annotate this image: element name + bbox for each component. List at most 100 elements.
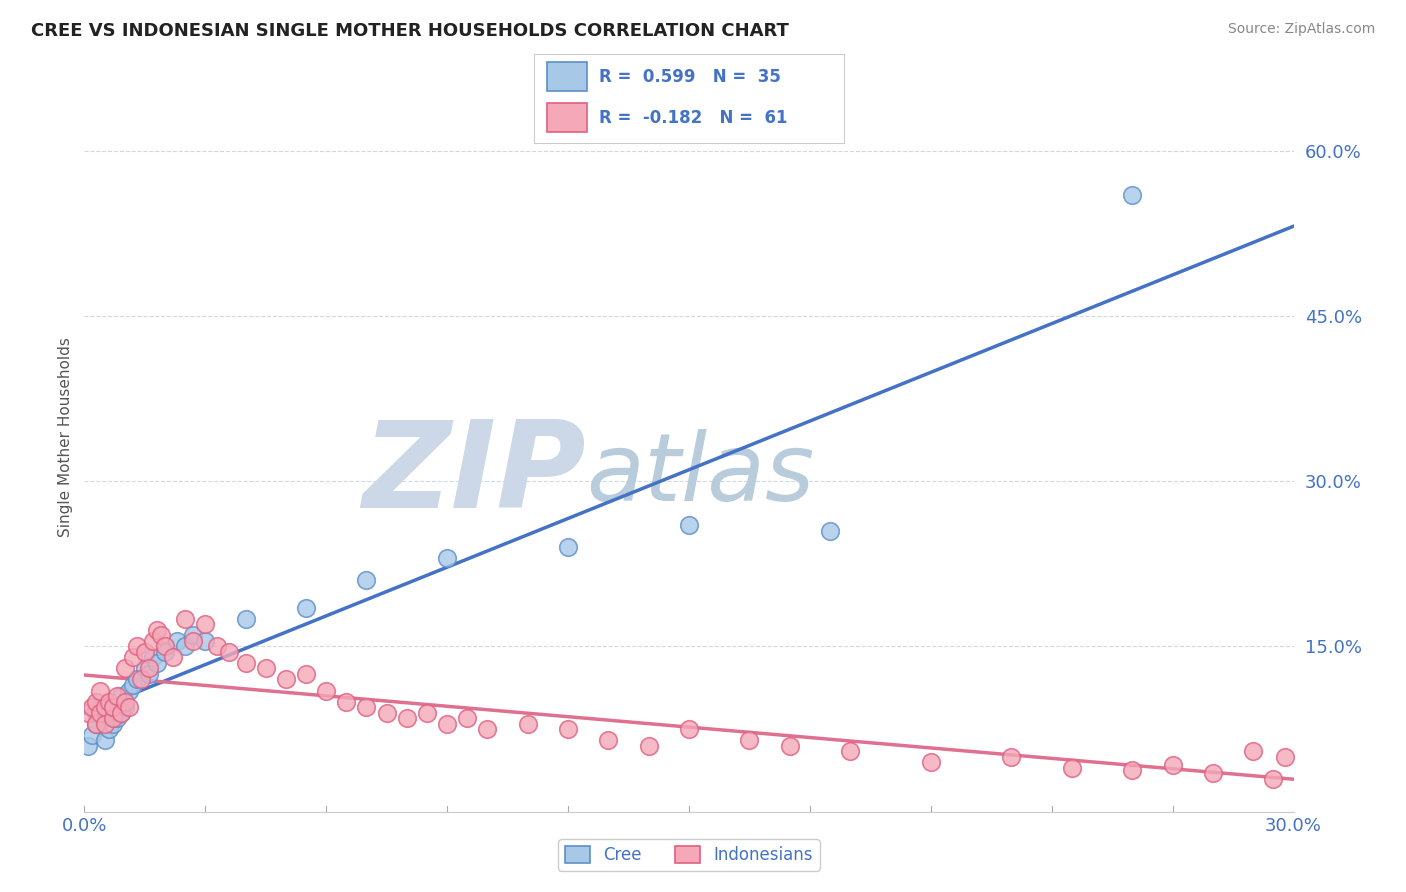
- Y-axis label: Single Mother Households: Single Mother Households: [58, 337, 73, 537]
- Point: [101, 716, 124, 731]
- Point: [779, 739, 801, 753]
- Point: [153, 640, 176, 654]
- Point: [86, 706, 108, 720]
- Point: [678, 722, 700, 736]
- Point: [134, 645, 156, 659]
- Point: [295, 600, 318, 615]
- Text: R =  0.599   N =  35: R = 0.599 N = 35: [599, 68, 782, 86]
- Point: [166, 634, 188, 648]
- Point: [125, 673, 148, 687]
- Point: [86, 716, 108, 731]
- Point: [138, 667, 160, 681]
- Point: [89, 706, 111, 720]
- Point: [1202, 766, 1225, 780]
- Point: [110, 706, 132, 720]
- Point: [235, 656, 257, 670]
- Text: atlas: atlas: [586, 429, 814, 520]
- Point: [97, 722, 120, 736]
- FancyBboxPatch shape: [547, 62, 586, 91]
- Point: [77, 706, 100, 720]
- Point: [89, 700, 111, 714]
- Point: [86, 716, 108, 731]
- Point: [235, 612, 257, 626]
- Point: [146, 623, 169, 637]
- Point: [1161, 758, 1184, 772]
- Point: [637, 739, 659, 753]
- Point: [181, 628, 204, 642]
- Point: [121, 678, 143, 692]
- Point: [82, 728, 104, 742]
- Point: [101, 700, 124, 714]
- Point: [194, 634, 217, 648]
- Point: [105, 689, 128, 703]
- Point: [436, 551, 458, 566]
- Point: [82, 700, 104, 714]
- Point: [295, 667, 318, 681]
- Point: [149, 628, 172, 642]
- Point: [93, 711, 115, 725]
- Point: [356, 700, 378, 714]
- Point: [138, 661, 160, 675]
- Point: [436, 716, 458, 731]
- Point: [101, 700, 124, 714]
- Point: [1000, 749, 1022, 764]
- Text: R =  -0.182   N =  61: R = -0.182 N = 61: [599, 109, 787, 127]
- Point: [105, 711, 128, 725]
- Point: [174, 612, 197, 626]
- Point: [375, 706, 398, 720]
- Point: [146, 656, 169, 670]
- Point: [516, 716, 538, 731]
- Point: [93, 733, 115, 747]
- Point: [477, 722, 499, 736]
- Point: [142, 634, 165, 648]
- Point: [1121, 187, 1143, 202]
- Legend: Cree, Indonesians: Cree, Indonesians: [558, 839, 820, 871]
- Text: Source: ZipAtlas.com: Source: ZipAtlas.com: [1227, 22, 1375, 37]
- Point: [356, 574, 378, 588]
- Point: [395, 711, 418, 725]
- Point: [129, 673, 152, 687]
- Point: [416, 706, 439, 720]
- Point: [97, 706, 120, 720]
- Point: [134, 661, 156, 675]
- Point: [118, 683, 141, 698]
- Point: [738, 733, 761, 747]
- Point: [818, 524, 841, 538]
- Point: [315, 683, 337, 698]
- Point: [162, 650, 184, 665]
- Point: [1060, 761, 1083, 775]
- Point: [678, 518, 700, 533]
- Point: [77, 739, 100, 753]
- Point: [110, 706, 132, 720]
- Point: [97, 694, 120, 708]
- Point: [218, 645, 240, 659]
- Point: [93, 700, 115, 714]
- Point: [114, 661, 136, 675]
- Point: [1121, 763, 1143, 777]
- Point: [456, 711, 478, 725]
- Text: CREE VS INDONESIAN SINGLE MOTHER HOUSEHOLDS CORRELATION CHART: CREE VS INDONESIAN SINGLE MOTHER HOUSEHO…: [31, 22, 789, 40]
- FancyBboxPatch shape: [547, 103, 586, 132]
- Point: [86, 694, 108, 708]
- Point: [153, 645, 176, 659]
- Point: [114, 694, 136, 708]
- Point: [174, 640, 197, 654]
- Point: [557, 541, 579, 555]
- Point: [335, 694, 357, 708]
- Point: [920, 755, 942, 769]
- Point: [93, 716, 115, 731]
- Point: [1263, 772, 1285, 786]
- Point: [254, 661, 277, 675]
- Point: [274, 673, 297, 687]
- Point: [839, 744, 862, 758]
- Point: [598, 733, 620, 747]
- Point: [557, 722, 579, 736]
- Point: [114, 700, 136, 714]
- Point: [101, 711, 124, 725]
- Point: [110, 689, 132, 703]
- Point: [181, 634, 204, 648]
- Point: [121, 650, 143, 665]
- Point: [1241, 744, 1264, 758]
- Point: [207, 640, 229, 654]
- Point: [1274, 749, 1296, 764]
